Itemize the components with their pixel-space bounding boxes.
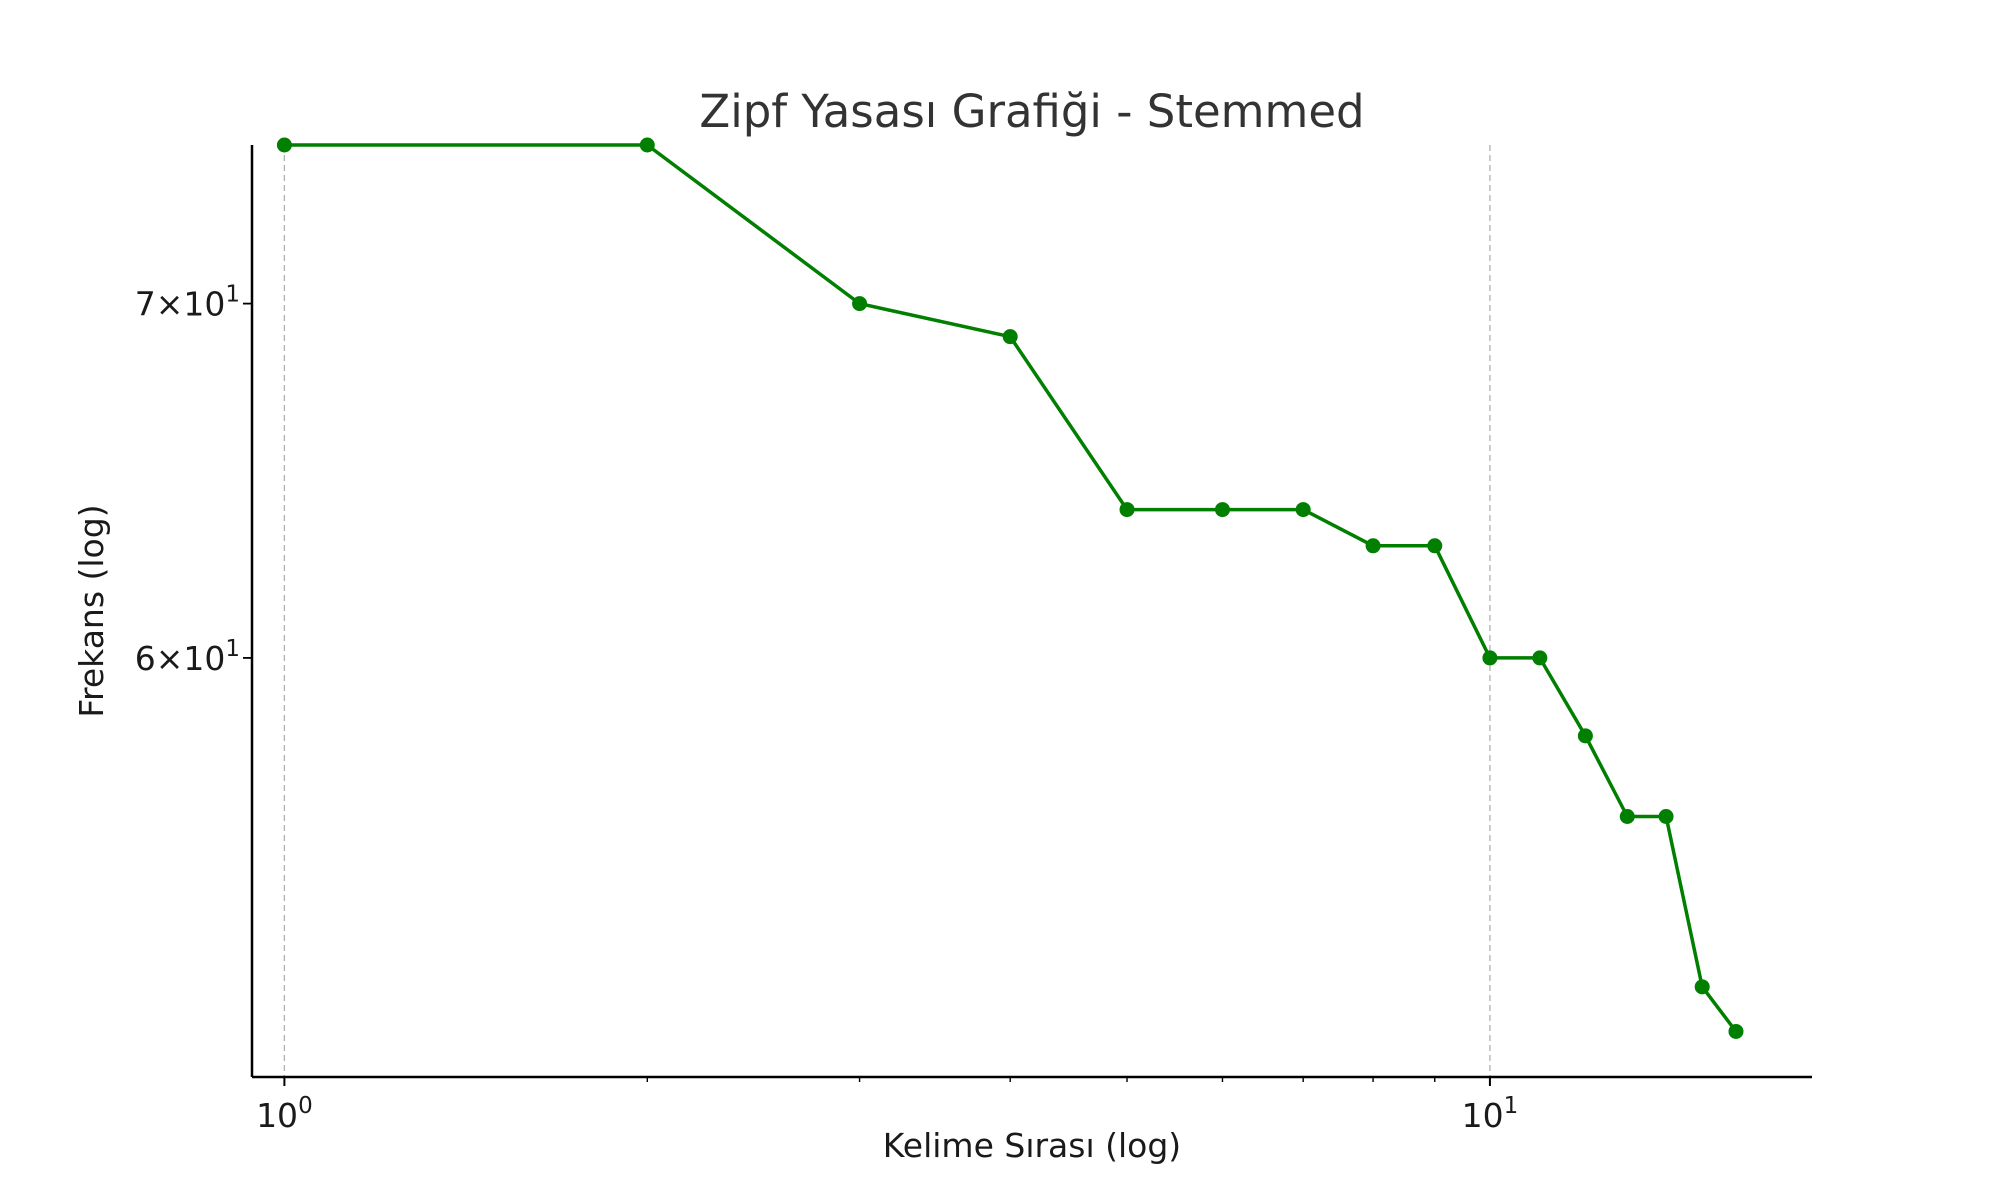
data-point xyxy=(1577,728,1593,744)
data-point xyxy=(1694,979,1710,995)
data-point xyxy=(1427,538,1443,554)
ticks: 100 101 6×101 7×101 xyxy=(135,282,1519,1135)
data-point xyxy=(1658,809,1674,825)
y-tick-label: 7×101 xyxy=(135,282,240,324)
data-point xyxy=(1002,329,1018,345)
data-point xyxy=(1619,809,1635,825)
data-point xyxy=(1532,650,1548,666)
x-tick-label: 101 xyxy=(1462,1093,1519,1135)
series-line xyxy=(284,143,1738,1033)
series xyxy=(276,137,1744,1039)
chart-title: Zipf Yasası Grafiği - Stemmed xyxy=(699,85,1364,138)
y-axis-label: Frekans (log) xyxy=(72,504,111,717)
x-tick-label: 100 xyxy=(256,1093,313,1135)
data-point xyxy=(1365,538,1381,554)
data-point xyxy=(1728,1023,1744,1039)
y-tick-label: 6×101 xyxy=(135,636,240,678)
data-point xyxy=(852,296,868,312)
grid-lines xyxy=(283,145,1491,1077)
data-point xyxy=(1214,502,1230,518)
data-point xyxy=(276,137,292,153)
x-axis-label: Kelime Sırası (log) xyxy=(883,1126,1181,1165)
data-point xyxy=(639,137,655,153)
data-point xyxy=(1119,502,1135,518)
data-point xyxy=(1482,650,1498,666)
data-point xyxy=(1295,502,1311,518)
axes xyxy=(250,145,1812,1079)
